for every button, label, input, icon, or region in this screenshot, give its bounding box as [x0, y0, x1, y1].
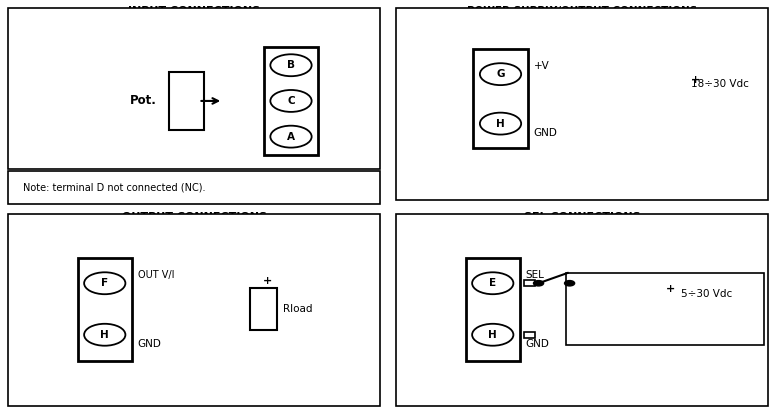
Text: H: H: [496, 119, 505, 129]
Text: GND: GND: [526, 339, 549, 349]
Text: G: G: [497, 69, 504, 79]
Bar: [8, 171, 380, 204]
Bar: [524, 280, 535, 286]
Bar: [8, 8, 380, 169]
Bar: [78, 258, 132, 360]
Bar: [566, 273, 764, 345]
Text: INPUT CONNECTIONS: INPUT CONNECTIONS: [128, 6, 260, 16]
Circle shape: [270, 126, 312, 147]
Text: +: +: [691, 75, 700, 85]
Bar: [264, 47, 318, 154]
Text: GND: GND: [138, 339, 161, 349]
Text: POWER SUPPLY/OUTPUT CONNECTIONS: POWER SUPPLY/OUTPUT CONNECTIONS: [467, 6, 697, 16]
Circle shape: [534, 281, 544, 286]
Text: B: B: [287, 60, 295, 70]
Text: SEL: SEL: [526, 270, 545, 280]
Text: Note: terminal D not connected (NC).: Note: terminal D not connected (NC).: [23, 183, 206, 192]
Circle shape: [472, 272, 514, 294]
Text: +: +: [263, 276, 272, 286]
Circle shape: [472, 324, 514, 346]
Text: A: A: [287, 132, 295, 142]
Circle shape: [84, 272, 126, 294]
Bar: [169, 72, 203, 130]
Text: +: +: [666, 284, 674, 295]
Circle shape: [480, 63, 521, 85]
Text: E: E: [489, 278, 497, 288]
Text: H: H: [488, 330, 497, 340]
Text: 18÷30 Vdc: 18÷30 Vdc: [691, 80, 749, 89]
Text: Pot.: Pot.: [130, 94, 157, 108]
Bar: [251, 288, 278, 330]
Text: OUTPUT CONNECTIONS: OUTPUT CONNECTIONS: [122, 212, 266, 222]
Text: H: H: [100, 330, 109, 340]
Circle shape: [84, 324, 126, 346]
Text: SEL CONNECTIONS: SEL CONNECTIONS: [524, 212, 640, 222]
Text: F: F: [101, 278, 109, 288]
Bar: [473, 49, 528, 148]
Text: GND: GND: [534, 128, 557, 138]
Text: Rload: Rload: [283, 304, 313, 314]
Circle shape: [565, 281, 575, 286]
Text: +V: +V: [534, 61, 549, 71]
Text: OUT V/I: OUT V/I: [138, 270, 175, 280]
Bar: [466, 258, 520, 360]
Bar: [524, 332, 535, 338]
Circle shape: [270, 54, 312, 76]
Text: C: C: [287, 96, 295, 106]
Text: 5÷30 Vdc: 5÷30 Vdc: [681, 288, 733, 299]
Circle shape: [480, 112, 521, 135]
Circle shape: [270, 90, 312, 112]
